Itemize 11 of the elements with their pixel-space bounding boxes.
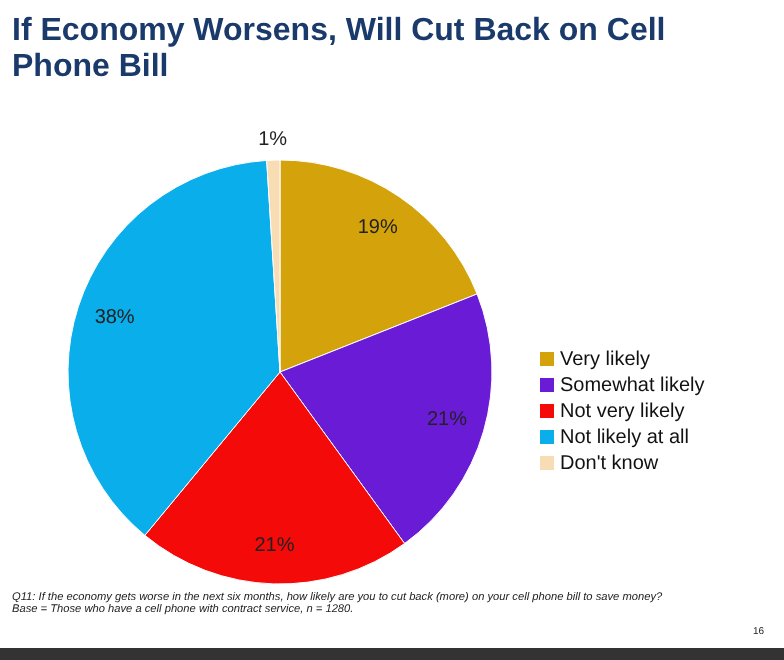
legend-label: Somewhat likely: [560, 375, 705, 397]
data-label: 21%: [426, 409, 468, 432]
legend-label: Not likely at all: [560, 427, 689, 449]
data-label: 38%: [94, 307, 135, 330]
chart-title: If Economy Worsens, Will Cut Back on Cell Phone Bill: [12, 14, 666, 84]
legend-label: Not very likely: [560, 401, 685, 423]
data-label: 1%: [258, 129, 288, 152]
data-label: 19%: [357, 217, 398, 240]
data-label: 21%: [254, 534, 295, 557]
legend-label: Very likely: [560, 349, 651, 371]
legend-label: Don't know: [560, 453, 660, 475]
